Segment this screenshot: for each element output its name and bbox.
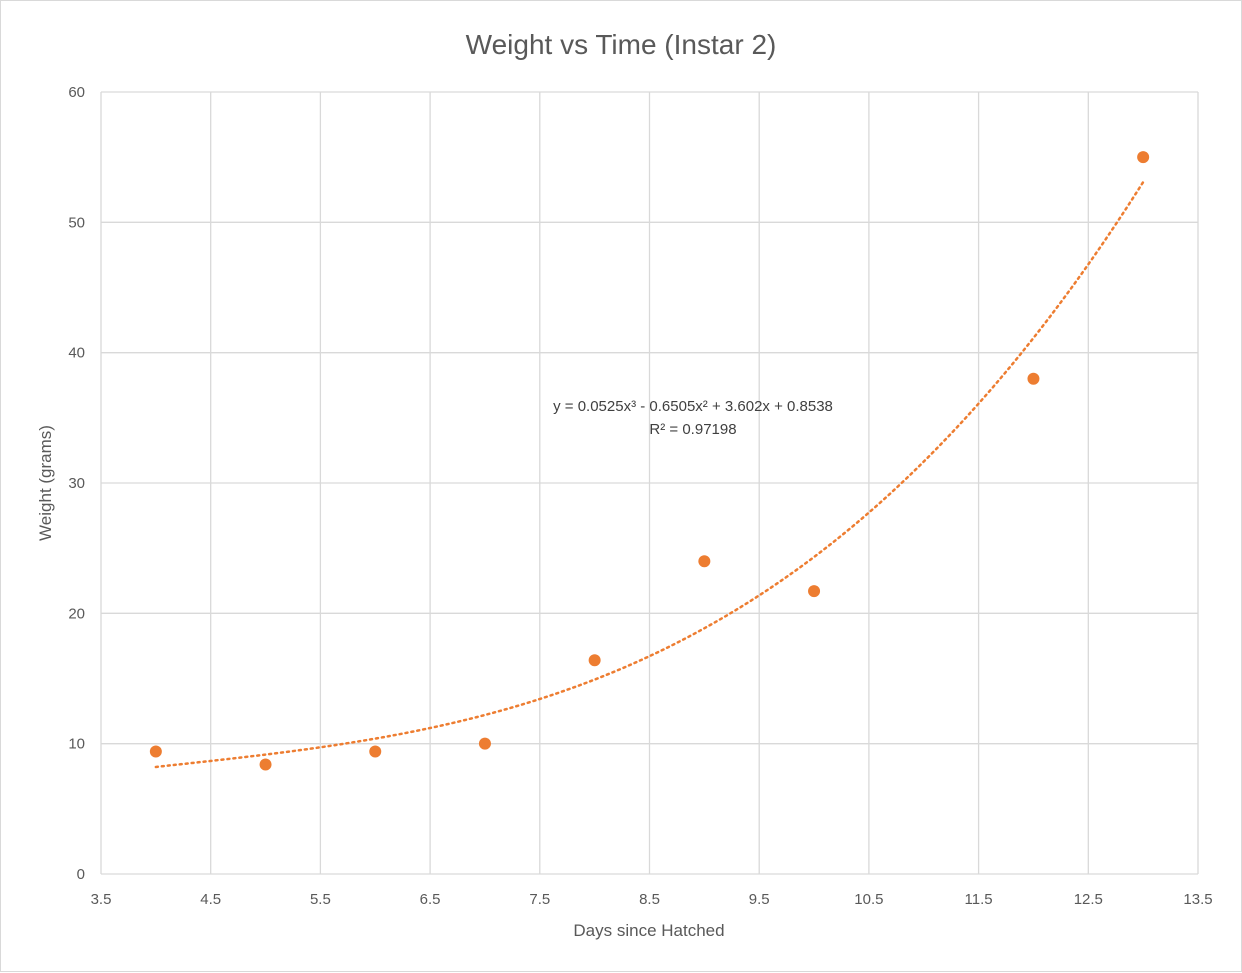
y-tick-label: 60 <box>68 84 85 101</box>
x-tick-labels: 3.5 4.5 5.5 6.5 7.5 8.5 9.5 10.5 11.5 12.5 13.5 <box>91 891 1213 908</box>
x-tick-label: 6.5 <box>420 891 441 908</box>
y-axis-label: Weight (grams) <box>36 425 55 541</box>
x-tick-label: 8.5 <box>639 891 660 908</box>
x-tick-label: 9.5 <box>749 891 770 908</box>
y-tick-label: 50 <box>68 214 85 231</box>
y-tick-label: 30 <box>68 475 85 492</box>
x-tick-label: 11.5 <box>965 891 993 908</box>
x-tick-label: 10.5 <box>854 891 883 908</box>
x-tick-label: 4.5 <box>200 891 221 908</box>
x-tick-label: 13.5 <box>1183 891 1212 908</box>
x-tick-label: 3.5 <box>91 891 112 908</box>
x-tick-label: 5.5 <box>310 891 331 908</box>
data-point <box>1137 151 1150 164</box>
y-tick-label: 0 <box>77 866 85 883</box>
data-point <box>1027 372 1040 385</box>
x-axis-label: Days since Hatched <box>573 921 724 940</box>
y-tick-label: 40 <box>68 345 85 362</box>
y-tick-label: 10 <box>68 736 85 753</box>
data-point <box>259 758 272 771</box>
data-point <box>478 737 491 750</box>
data-point <box>588 654 601 667</box>
data-point <box>808 585 821 598</box>
x-tick-label: 12.5 <box>1074 891 1103 908</box>
gridlines <box>100 91 1199 875</box>
trendline <box>154 180 1145 769</box>
x-tick-label: 7.5 <box>529 891 550 908</box>
data-point <box>698 555 711 568</box>
chart-title: Weight vs Time (Instar 2) <box>466 29 777 60</box>
data-point <box>149 745 162 758</box>
trendline-equation: y = 0.0525x³ - 0.6505x² + 3.602x + 0.853… <box>553 398 833 415</box>
trendline-r-squared: R² = 0.97198 <box>649 421 736 438</box>
data-points <box>149 151 1150 771</box>
y-tick-labels: 0 10 20 30 40 50 60 <box>68 84 85 883</box>
data-point <box>369 745 382 758</box>
y-tick-label: 20 <box>68 605 85 622</box>
